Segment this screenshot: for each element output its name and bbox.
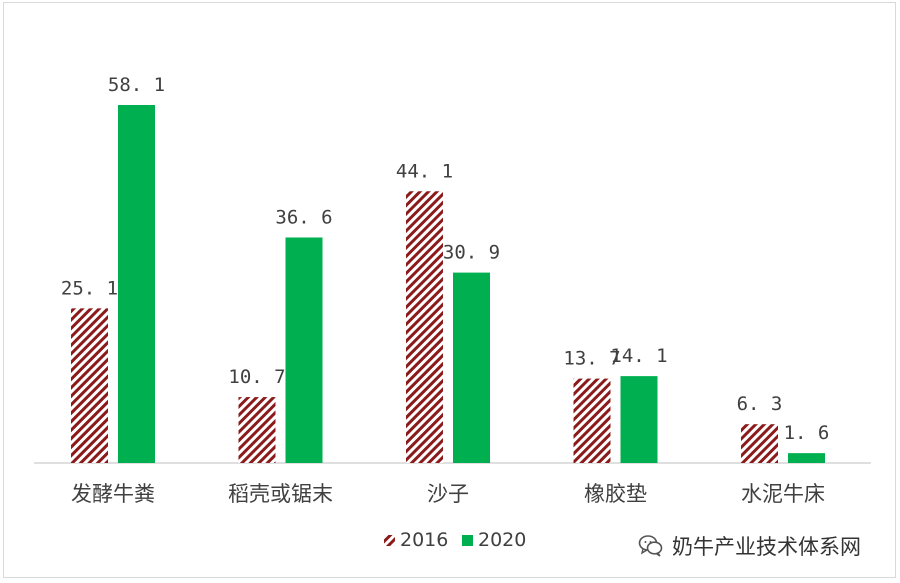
bar-2016-5 [741, 424, 778, 463]
legend-label-2016: 2016 [400, 529, 448, 551]
bar-chart: 25. 1 58. 1 发酵牛粪 10. 7 36. 6 稻壳或锯末 44. 1 30. 9 沙… [34, 74, 871, 551]
legend-label-2020: 2020 [478, 529, 526, 551]
data-label-2020-3: 30. 9 [443, 242, 500, 264]
x-tick-label-1: 发酵牛粪 [71, 482, 155, 506]
data-label-2016-4: 13. 7 [563, 348, 620, 370]
watermark-text: 奶牛产业技术体系网 [672, 535, 861, 559]
data-label-2020-5: 1. 6 [784, 422, 830, 444]
chart-frame: 25. 1 58. 1 发酵牛粪 10. 7 36. 6 稻壳或锯末 44. 1 30. 9 沙… [3, 2, 896, 578]
bar-2020-3 [453, 272, 490, 463]
bar-2020-4 [620, 376, 658, 463]
data-label-2016-3: 44. 1 [396, 160, 453, 182]
data-label-2016-1: 25. 1 [61, 277, 118, 299]
legend-swatch-2016 [384, 535, 395, 546]
bar-2020-5 [788, 453, 825, 463]
x-tick-label-5: 水泥牛床 [741, 482, 825, 506]
legend-swatch-2020 [462, 535, 473, 546]
bar-2016-2 [238, 397, 276, 463]
x-tick-label-2: 稻壳或锯末 [228, 482, 333, 506]
wechat-icon [638, 535, 663, 557]
bar-2020-2 [285, 237, 323, 463]
x-tick-label-4: 橡胶垫 [584, 482, 647, 506]
data-label-2020-4: 14. 1 [610, 345, 667, 367]
watermark: 奶牛产业技术体系网 [638, 531, 861, 561]
bar-2016-1 [71, 308, 108, 463]
x-tick-label-3: 沙子 [427, 482, 469, 506]
data-label-2016-5: 6. 3 [737, 393, 783, 415]
bar-2016-4 [573, 378, 611, 463]
data-label-2020-1: 58. 1 [108, 74, 165, 96]
data-label-2016-2: 10. 7 [228, 366, 285, 388]
data-label-2020-2: 36. 6 [275, 206, 332, 228]
bar-2016-3 [406, 191, 443, 463]
bar-2020-1 [118, 105, 155, 463]
